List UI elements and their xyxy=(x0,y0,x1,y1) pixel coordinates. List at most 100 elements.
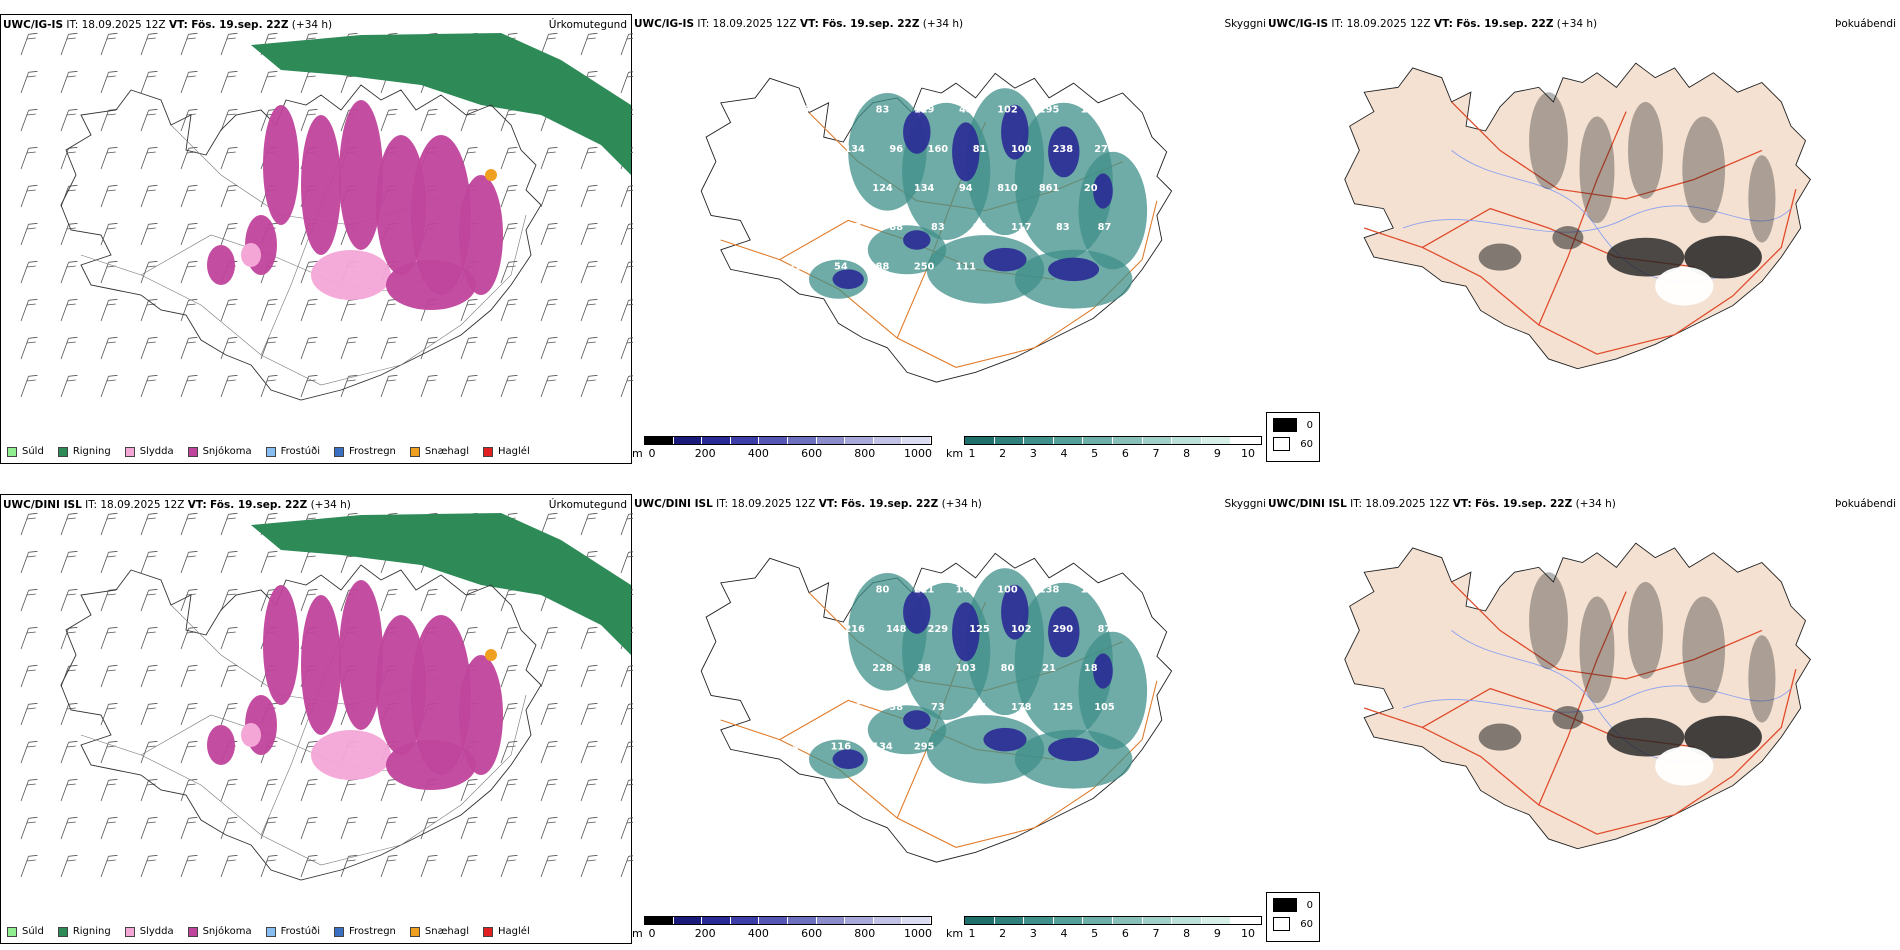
cloud-base-label: 229 xyxy=(928,624,949,635)
legend-item: Haglél xyxy=(483,926,530,937)
cloud-base-label: 160 xyxy=(928,144,949,155)
cloud-base-label: 810 xyxy=(997,183,1018,194)
cloud-base-label: 54 xyxy=(834,261,848,272)
cloud-base-label: 238 xyxy=(1053,144,1074,155)
cloud-base-label: 103 xyxy=(956,663,977,674)
panel-title: UWC/DINI ISL IT: 18.09.2025 12Z VT: Fös.… xyxy=(1268,498,1616,510)
cloud-base-label: 116 xyxy=(831,741,852,752)
cloud-base-label: 119 xyxy=(914,105,935,116)
cloud-base-label: 56 xyxy=(848,702,862,713)
legend-item: Snjókoma xyxy=(187,926,252,937)
panel-parameter-label: Úrkomutegund xyxy=(548,499,627,511)
legend-item: Rigning xyxy=(57,926,111,937)
cloud-base-label: 97 xyxy=(792,585,806,596)
visibility-colorbar: km 1 2 3 4 5 6 7 8 9 10 xyxy=(946,916,1262,942)
precip-type-panel-igis: UWC/IG-IS IT: 18.09.2025 12Z VT: Fös. 19… xyxy=(0,14,633,464)
fog-legend-swatch xyxy=(1273,437,1291,451)
colorbar-step xyxy=(1231,917,1261,924)
colorbar-step xyxy=(1083,437,1113,444)
colorbar-step xyxy=(845,917,874,924)
legend-swatch xyxy=(265,446,276,457)
cloud-base-label: 111 xyxy=(956,261,977,272)
panel-parameter-label: Skyggni xyxy=(1224,18,1267,30)
colorbar-unit: m xyxy=(632,447,643,460)
cloud-base-panel-igis: UWC/IG-IS IT: 18.09.2025 12Z VT: Fös. 19… xyxy=(632,14,1267,464)
colorbar-step xyxy=(1053,917,1084,924)
colorbar-tick: 6 xyxy=(1121,447,1129,460)
colorbar-step xyxy=(1024,917,1054,924)
colorbar-step xyxy=(965,437,995,444)
colorbar-tick: 600 xyxy=(801,927,823,940)
cloud-base-label: 88 xyxy=(973,222,987,233)
colorbar-step xyxy=(645,917,674,924)
colorbar-step xyxy=(702,917,731,924)
cloud-base-label: 79 xyxy=(806,702,820,713)
legend-item: Súld xyxy=(7,446,44,457)
cloud-base-label: 134 xyxy=(872,741,893,752)
precip-legend: Súld Rigning Slydda Snjókoma Frostúði Frostre… xyxy=(7,926,530,937)
cloud-base-label: 861 xyxy=(1039,183,1060,194)
cloud-base-label: 94 xyxy=(959,183,973,194)
fog-index-panel-dini: UWC/DINI ISL IT: 18.09.2025 12Z VT: Fös.… xyxy=(1266,494,1900,894)
colorbar-step xyxy=(902,437,931,444)
cloud-base-label: 216 xyxy=(844,624,865,635)
colorbar-step xyxy=(1172,917,1202,924)
fog-legend-label: 0 xyxy=(1306,419,1313,431)
colorbar-step xyxy=(673,437,703,444)
cloud-base-label: 124 xyxy=(872,183,893,194)
legend-item: Snjókoma xyxy=(187,446,252,457)
colorbar-tick: 1000 xyxy=(904,447,932,460)
colorbar-step xyxy=(816,917,846,924)
cloud-base-label: 88 xyxy=(876,261,890,272)
cloud-base-label: 129 xyxy=(831,183,852,194)
cloud-base-label: 48 xyxy=(959,105,973,116)
legend-swatch xyxy=(483,446,494,457)
colorbar-tick: 3 xyxy=(1029,927,1037,940)
cloud-base-label: 125 xyxy=(969,624,990,635)
cloud-base-label: 88 xyxy=(889,222,903,233)
legend-label: Frostúði xyxy=(280,926,320,937)
legend-label: Frostregn xyxy=(349,446,396,457)
colorbar-tick: 10 xyxy=(1241,447,1255,460)
cloud-base-label: 18 xyxy=(1084,663,1098,674)
legend-label: Rigning xyxy=(72,446,111,457)
visibility-colorbar: km 1 2 3 4 5 6 7 8 9 10 xyxy=(946,436,1262,462)
colorbar-strip xyxy=(964,436,1262,445)
legend-swatch xyxy=(124,926,135,937)
fog-legend-label: 60 xyxy=(1300,918,1313,930)
cloud-base-label: 87 xyxy=(1098,624,1112,635)
legend-label: Haglél xyxy=(498,926,530,937)
cloud-map: 97 80 80 211 165 100 138 153 149 216 148 229 125 102 2… xyxy=(700,552,1173,863)
precip-map xyxy=(20,32,633,401)
colorbar-tick: 5 xyxy=(1091,927,1099,940)
legend-label: Slydda xyxy=(139,446,174,457)
fog-map xyxy=(1344,542,1811,850)
legend-swatch xyxy=(187,926,198,937)
cloud-base-label: 80 xyxy=(876,585,890,596)
legend-item: Slydda xyxy=(124,446,174,457)
colorbar-step xyxy=(965,917,995,924)
cloud-base-label: 148 xyxy=(886,624,907,635)
colorbar-step xyxy=(759,917,788,924)
colorbar-step xyxy=(845,437,874,444)
cloud-base-label: 136 xyxy=(789,105,810,116)
colorbar-tick: 3 xyxy=(1029,447,1037,460)
cloud-base-label: 87 xyxy=(1098,222,1112,233)
colorbar-tick: 200 xyxy=(694,927,716,940)
colorbar-tick: 1 xyxy=(968,447,976,460)
colorbar-tick: 800 xyxy=(854,447,876,460)
colorbar-strip xyxy=(644,436,932,445)
colorbar-tick: 5 xyxy=(1091,447,1099,460)
colorbar-tick: 800 xyxy=(854,927,876,940)
colorbar-tick: 1000 xyxy=(904,927,932,940)
colorbar-step xyxy=(645,437,674,444)
cloud-base-label: 96 xyxy=(889,144,903,155)
cloud-base-label: 134 xyxy=(844,144,865,155)
legend-swatch xyxy=(7,926,17,937)
cloud-base-label: 290 xyxy=(1053,624,1074,635)
colorbar-tick: 9 xyxy=(1213,447,1221,460)
colorbar-tick: 0 xyxy=(648,447,656,460)
cloud-base-label: 134 xyxy=(914,183,935,194)
colorbar-step xyxy=(787,437,817,444)
cloud-base-label: 100 xyxy=(1011,144,1032,155)
